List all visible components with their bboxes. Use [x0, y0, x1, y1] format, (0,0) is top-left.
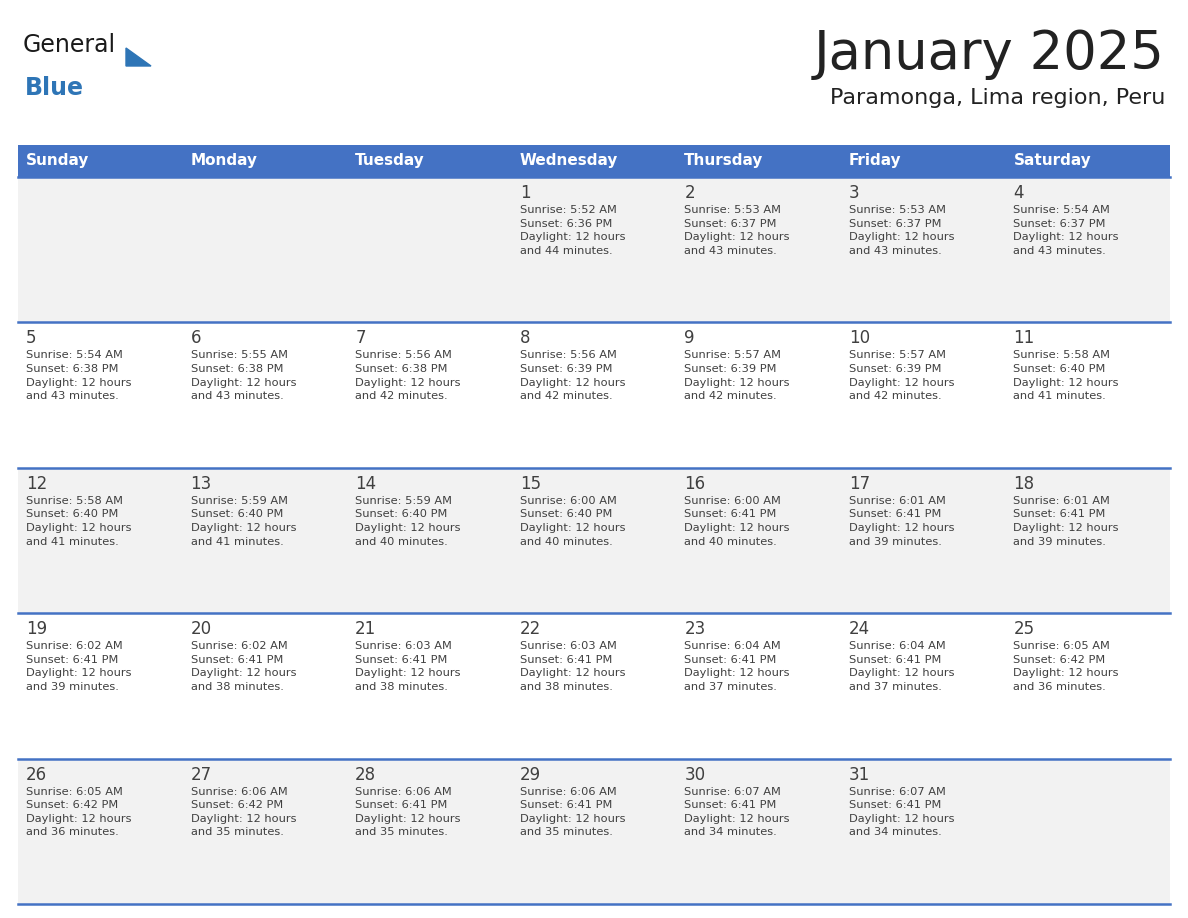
Text: Sunrise: 6:05 AM
Sunset: 6:42 PM
Daylight: 12 hours
and 36 minutes.: Sunrise: 6:05 AM Sunset: 6:42 PM Dayligh… — [26, 787, 132, 837]
Text: 10: 10 — [849, 330, 870, 347]
Bar — [18, 613, 1170, 758]
Text: 24: 24 — [849, 621, 870, 638]
Text: 18: 18 — [1013, 475, 1035, 493]
Bar — [18, 468, 1170, 613]
Bar — [18, 145, 1170, 177]
Text: Sunrise: 5:54 AM
Sunset: 6:38 PM
Daylight: 12 hours
and 43 minutes.: Sunrise: 5:54 AM Sunset: 6:38 PM Dayligh… — [26, 351, 132, 401]
Text: Saturday: Saturday — [1013, 153, 1092, 169]
Polygon shape — [126, 48, 151, 66]
Text: Sunrise: 5:58 AM
Sunset: 6:40 PM
Daylight: 12 hours
and 41 minutes.: Sunrise: 5:58 AM Sunset: 6:40 PM Dayligh… — [1013, 351, 1119, 401]
Text: 26: 26 — [26, 766, 48, 784]
Text: Sunrise: 6:06 AM
Sunset: 6:42 PM
Daylight: 12 hours
and 35 minutes.: Sunrise: 6:06 AM Sunset: 6:42 PM Dayligh… — [190, 787, 296, 837]
Text: Sunrise: 5:57 AM
Sunset: 6:39 PM
Daylight: 12 hours
and 42 minutes.: Sunrise: 5:57 AM Sunset: 6:39 PM Dayligh… — [849, 351, 954, 401]
Text: Sunrise: 5:57 AM
Sunset: 6:39 PM
Daylight: 12 hours
and 42 minutes.: Sunrise: 5:57 AM Sunset: 6:39 PM Dayligh… — [684, 351, 790, 401]
Text: 27: 27 — [190, 766, 211, 784]
Text: Sunrise: 6:00 AM
Sunset: 6:40 PM
Daylight: 12 hours
and 40 minutes.: Sunrise: 6:00 AM Sunset: 6:40 PM Dayligh… — [519, 496, 625, 546]
Text: 1: 1 — [519, 184, 530, 202]
Text: 28: 28 — [355, 766, 377, 784]
Text: Sunday: Sunday — [26, 153, 89, 169]
Text: 2: 2 — [684, 184, 695, 202]
Text: General: General — [23, 33, 116, 57]
Text: 29: 29 — [519, 766, 541, 784]
Text: 22: 22 — [519, 621, 541, 638]
Text: Sunrise: 6:01 AM
Sunset: 6:41 PM
Daylight: 12 hours
and 39 minutes.: Sunrise: 6:01 AM Sunset: 6:41 PM Dayligh… — [1013, 496, 1119, 546]
Text: Sunrise: 6:05 AM
Sunset: 6:42 PM
Daylight: 12 hours
and 36 minutes.: Sunrise: 6:05 AM Sunset: 6:42 PM Dayligh… — [1013, 641, 1119, 692]
Text: 25: 25 — [1013, 621, 1035, 638]
Text: Sunrise: 5:56 AM
Sunset: 6:38 PM
Daylight: 12 hours
and 42 minutes.: Sunrise: 5:56 AM Sunset: 6:38 PM Dayligh… — [355, 351, 461, 401]
Text: 8: 8 — [519, 330, 530, 347]
Text: Thursday: Thursday — [684, 153, 764, 169]
Text: 7: 7 — [355, 330, 366, 347]
Text: Sunrise: 5:58 AM
Sunset: 6:40 PM
Daylight: 12 hours
and 41 minutes.: Sunrise: 5:58 AM Sunset: 6:40 PM Dayligh… — [26, 496, 132, 546]
Text: 13: 13 — [190, 475, 211, 493]
Text: Sunrise: 6:07 AM
Sunset: 6:41 PM
Daylight: 12 hours
and 34 minutes.: Sunrise: 6:07 AM Sunset: 6:41 PM Dayligh… — [684, 787, 790, 837]
Text: 31: 31 — [849, 766, 870, 784]
Text: Sunrise: 6:06 AM
Sunset: 6:41 PM
Daylight: 12 hours
and 35 minutes.: Sunrise: 6:06 AM Sunset: 6:41 PM Dayligh… — [519, 787, 625, 837]
Text: 17: 17 — [849, 475, 870, 493]
Text: 12: 12 — [26, 475, 48, 493]
Bar — [18, 758, 1170, 904]
Text: Sunrise: 6:02 AM
Sunset: 6:41 PM
Daylight: 12 hours
and 38 minutes.: Sunrise: 6:02 AM Sunset: 6:41 PM Dayligh… — [190, 641, 296, 692]
Text: 5: 5 — [26, 330, 37, 347]
Text: Blue: Blue — [25, 76, 84, 100]
Text: Sunrise: 6:03 AM
Sunset: 6:41 PM
Daylight: 12 hours
and 38 minutes.: Sunrise: 6:03 AM Sunset: 6:41 PM Dayligh… — [355, 641, 461, 692]
Text: Sunrise: 5:56 AM
Sunset: 6:39 PM
Daylight: 12 hours
and 42 minutes.: Sunrise: 5:56 AM Sunset: 6:39 PM Dayligh… — [519, 351, 625, 401]
Text: Sunrise: 5:55 AM
Sunset: 6:38 PM
Daylight: 12 hours
and 43 minutes.: Sunrise: 5:55 AM Sunset: 6:38 PM Dayligh… — [190, 351, 296, 401]
Text: Friday: Friday — [849, 153, 902, 169]
Bar — [18, 322, 1170, 468]
Text: 19: 19 — [26, 621, 48, 638]
Text: Sunrise: 6:00 AM
Sunset: 6:41 PM
Daylight: 12 hours
and 40 minutes.: Sunrise: 6:00 AM Sunset: 6:41 PM Dayligh… — [684, 496, 790, 546]
Text: Sunrise: 5:53 AM
Sunset: 6:37 PM
Daylight: 12 hours
and 43 minutes.: Sunrise: 5:53 AM Sunset: 6:37 PM Dayligh… — [684, 205, 790, 256]
Text: Sunrise: 6:03 AM
Sunset: 6:41 PM
Daylight: 12 hours
and 38 minutes.: Sunrise: 6:03 AM Sunset: 6:41 PM Dayligh… — [519, 641, 625, 692]
Text: Sunrise: 5:52 AM
Sunset: 6:36 PM
Daylight: 12 hours
and 44 minutes.: Sunrise: 5:52 AM Sunset: 6:36 PM Dayligh… — [519, 205, 625, 256]
Text: 9: 9 — [684, 330, 695, 347]
Text: Sunrise: 6:06 AM
Sunset: 6:41 PM
Daylight: 12 hours
and 35 minutes.: Sunrise: 6:06 AM Sunset: 6:41 PM Dayligh… — [355, 787, 461, 837]
Text: Sunrise: 5:54 AM
Sunset: 6:37 PM
Daylight: 12 hours
and 43 minutes.: Sunrise: 5:54 AM Sunset: 6:37 PM Dayligh… — [1013, 205, 1119, 256]
Text: Sunrise: 6:07 AM
Sunset: 6:41 PM
Daylight: 12 hours
and 34 minutes.: Sunrise: 6:07 AM Sunset: 6:41 PM Dayligh… — [849, 787, 954, 837]
Text: 15: 15 — [519, 475, 541, 493]
Text: Tuesday: Tuesday — [355, 153, 425, 169]
Text: 30: 30 — [684, 766, 706, 784]
Text: 14: 14 — [355, 475, 377, 493]
Text: Sunrise: 5:59 AM
Sunset: 6:40 PM
Daylight: 12 hours
and 41 minutes.: Sunrise: 5:59 AM Sunset: 6:40 PM Dayligh… — [190, 496, 296, 546]
Text: January 2025: January 2025 — [814, 28, 1165, 80]
Text: Monday: Monday — [190, 153, 258, 169]
Text: 20: 20 — [190, 621, 211, 638]
Text: 16: 16 — [684, 475, 706, 493]
Text: Paramonga, Lima region, Peru: Paramonga, Lima region, Peru — [829, 88, 1165, 108]
Bar — [18, 177, 1170, 322]
Text: 6: 6 — [190, 330, 201, 347]
Text: Sunrise: 6:02 AM
Sunset: 6:41 PM
Daylight: 12 hours
and 39 minutes.: Sunrise: 6:02 AM Sunset: 6:41 PM Dayligh… — [26, 641, 132, 692]
Text: Sunrise: 6:01 AM
Sunset: 6:41 PM
Daylight: 12 hours
and 39 minutes.: Sunrise: 6:01 AM Sunset: 6:41 PM Dayligh… — [849, 496, 954, 546]
Text: 21: 21 — [355, 621, 377, 638]
Text: Sunrise: 5:53 AM
Sunset: 6:37 PM
Daylight: 12 hours
and 43 minutes.: Sunrise: 5:53 AM Sunset: 6:37 PM Dayligh… — [849, 205, 954, 256]
Text: Sunrise: 6:04 AM
Sunset: 6:41 PM
Daylight: 12 hours
and 37 minutes.: Sunrise: 6:04 AM Sunset: 6:41 PM Dayligh… — [849, 641, 954, 692]
Text: Wednesday: Wednesday — [519, 153, 618, 169]
Text: 3: 3 — [849, 184, 859, 202]
Text: 23: 23 — [684, 621, 706, 638]
Text: Sunrise: 6:04 AM
Sunset: 6:41 PM
Daylight: 12 hours
and 37 minutes.: Sunrise: 6:04 AM Sunset: 6:41 PM Dayligh… — [684, 641, 790, 692]
Text: 4: 4 — [1013, 184, 1024, 202]
Text: 11: 11 — [1013, 330, 1035, 347]
Text: Sunrise: 5:59 AM
Sunset: 6:40 PM
Daylight: 12 hours
and 40 minutes.: Sunrise: 5:59 AM Sunset: 6:40 PM Dayligh… — [355, 496, 461, 546]
